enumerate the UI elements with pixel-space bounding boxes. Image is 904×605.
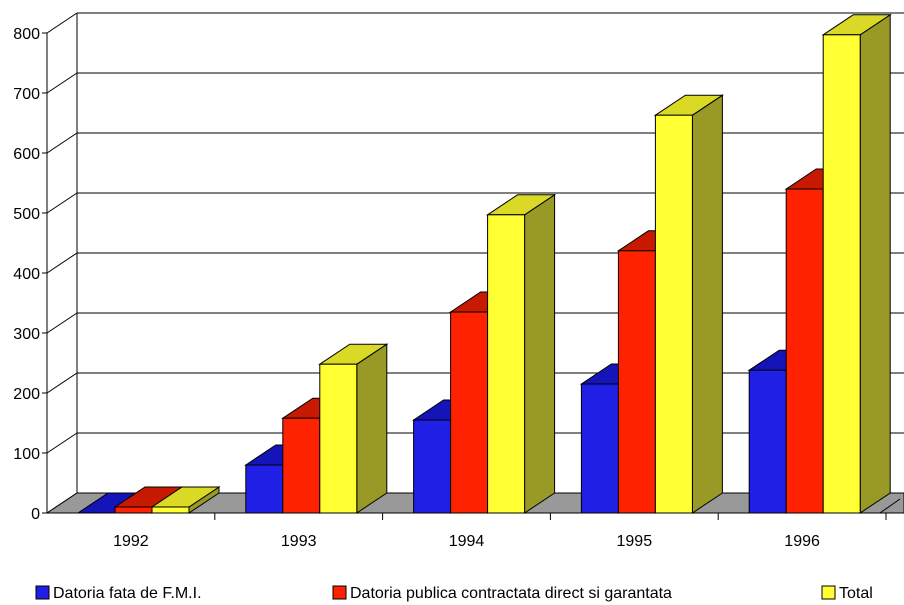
bar-side xyxy=(524,193,556,514)
bar-front xyxy=(580,383,619,514)
legend-label: Datoria publica contractata direct si ga… xyxy=(350,585,672,602)
legend-swatch xyxy=(821,585,836,600)
bar-side xyxy=(691,94,723,514)
floor-edge xyxy=(879,498,901,514)
bar-front xyxy=(151,506,190,514)
bar-side xyxy=(356,343,388,514)
bar-front xyxy=(785,188,824,514)
bar xyxy=(485,193,557,514)
bar xyxy=(318,343,389,514)
y-tick-label: 200 xyxy=(13,386,40,403)
bars-layer xyxy=(76,13,892,514)
legend-item: Datoria publica contractata direct si ga… xyxy=(332,585,672,602)
bar-side xyxy=(859,13,891,514)
bar-front xyxy=(822,34,861,514)
legend: Datoria fata de F.M.I. Datoria publica co… xyxy=(35,585,873,602)
side-wall-line xyxy=(46,132,78,154)
side-wall-line xyxy=(46,252,78,274)
bar-front xyxy=(617,250,656,514)
y-tick-label: 500 xyxy=(13,206,40,223)
legend-item: Datoria fata de F.M.I. xyxy=(35,585,202,602)
bar-front xyxy=(748,369,787,514)
y-tick-label: 300 xyxy=(13,326,40,343)
side-wall-line xyxy=(46,72,78,94)
y-tick-label: 400 xyxy=(13,266,40,283)
legend-swatch xyxy=(35,585,50,600)
side-wall-line xyxy=(46,432,78,454)
y-tick-label: 700 xyxy=(13,86,40,103)
y-tick-label: 600 xyxy=(13,146,40,163)
bar xyxy=(821,13,892,514)
y-tick-label: 100 xyxy=(13,446,40,463)
side-wall-line xyxy=(46,192,78,214)
side-wall-line xyxy=(46,312,78,334)
bar xyxy=(653,94,725,514)
side-wall-line xyxy=(46,372,78,394)
x-tick-label: 1992 xyxy=(113,533,149,550)
bar-front xyxy=(413,419,452,514)
axis-layer: 0 100 200 300 400 500 600 700 800 1992 1993 1994 199… xyxy=(13,26,887,550)
bar-front xyxy=(319,363,358,514)
x-tick-label: 1996 xyxy=(784,533,820,550)
legend-swatch xyxy=(332,585,347,600)
x-tick-label: 1993 xyxy=(281,533,317,550)
bar-front xyxy=(487,214,526,514)
bar-front xyxy=(245,464,284,514)
bar-front xyxy=(654,114,693,514)
side-wall-line xyxy=(46,12,78,34)
bar xyxy=(150,486,221,514)
y-tick-label: 800 xyxy=(13,26,40,43)
x-tick-label: 1995 xyxy=(617,533,653,550)
x-tick-label: 1994 xyxy=(449,533,485,550)
bar-front xyxy=(450,311,489,514)
bar-front xyxy=(114,506,153,514)
legend-item: Total xyxy=(821,585,873,602)
bar-front xyxy=(282,417,321,514)
legend-label: Datoria fata de F.M.I. xyxy=(53,585,202,602)
legend-label: Total xyxy=(839,585,873,602)
y-tick-label: 0 xyxy=(31,506,40,523)
